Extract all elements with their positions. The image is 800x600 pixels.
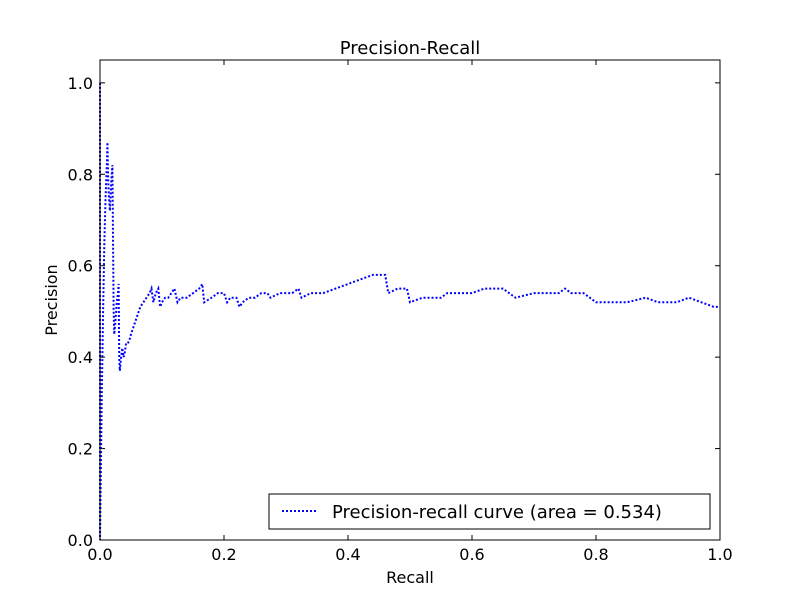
- series-layer: [99, 82, 720, 541]
- legend-box: [268, 493, 711, 530]
- x-axis-ticks: 0.0 0.2 0.4 0.6 0.8 1.0: [87, 60, 733, 564]
- x-axis-label: Recall: [386, 568, 434, 587]
- y-tick-label: 0.4: [68, 348, 93, 367]
- y-axis-label: Precision: [42, 264, 61, 335]
- x-tick-label: 0.2: [211, 545, 236, 564]
- y-tick-label: 0.8: [68, 165, 93, 184]
- legend: Precision-recall curve (area = 0.534): [268, 493, 711, 530]
- y-tick-label: 0.0: [68, 531, 93, 550]
- x-tick-label: 1.0: [707, 545, 732, 564]
- x-tick-label: 0.4: [335, 545, 360, 564]
- series-line-precision-recall: [99, 82, 720, 541]
- x-tick-label: 0.6: [459, 545, 484, 564]
- x-tick-label: 0.8: [583, 545, 608, 564]
- y-tick-label: 0.2: [68, 440, 93, 459]
- x-tick-label: 0.0: [87, 545, 112, 564]
- legend-label: Precision-recall curve (area = 0.534): [332, 502, 662, 523]
- y-tick-label: 0.6: [68, 257, 93, 276]
- y-axis-ticks: 0.0 0.2 0.4 0.6 0.8 1.0: [68, 74, 720, 550]
- plot-frame: [99, 59, 721, 541]
- y-tick-label: 1.0: [68, 74, 93, 93]
- plot-area: [100, 60, 720, 540]
- chart-title: Precision-Recall: [340, 38, 481, 59]
